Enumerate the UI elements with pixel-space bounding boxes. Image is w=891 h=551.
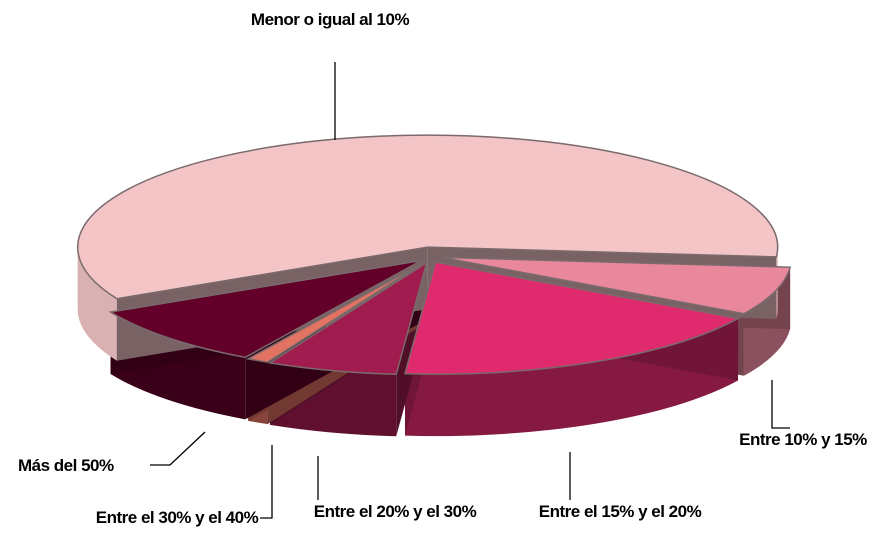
slice <box>108 259 422 359</box>
slice <box>246 261 425 363</box>
slice-side <box>77 247 117 361</box>
slice <box>404 261 741 375</box>
slice <box>267 261 428 376</box>
slice-label: Más del 50% <box>18 456 114 475</box>
slice-label: Entre el 15% y el 20% <box>538 502 702 521</box>
leader-line <box>260 445 273 519</box>
slice <box>441 256 792 315</box>
leader-lines <box>150 62 790 519</box>
slice-label: Entre 10% y 15% <box>739 430 867 449</box>
slice-label: Entre el 20% y el 30% <box>313 502 477 521</box>
leader-line <box>150 431 206 466</box>
leader-line <box>771 380 790 429</box>
slice <box>76 134 779 300</box>
slice-label: Entre el 30% y el 40% <box>95 508 259 527</box>
slice-label: Menor o igual al 10% <box>250 10 410 29</box>
slice-side <box>405 318 739 437</box>
